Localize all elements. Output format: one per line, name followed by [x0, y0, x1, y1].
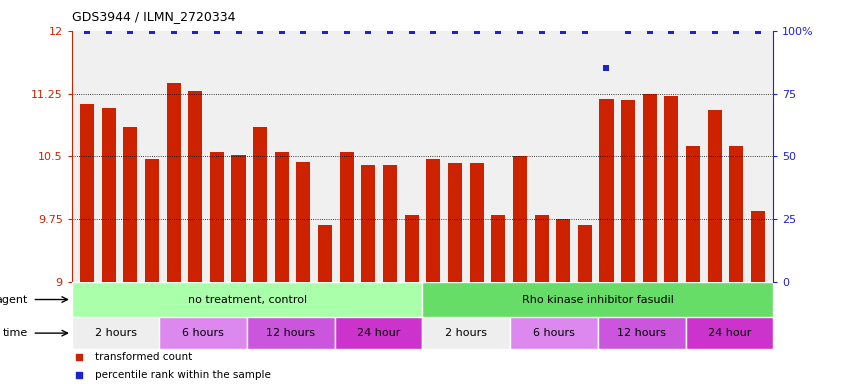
Bar — [598, 99, 613, 282]
Bar — [447, 163, 462, 282]
Point — [491, 28, 505, 34]
Text: 24 hour: 24 hour — [706, 328, 750, 338]
Text: 6 hours: 6 hours — [182, 328, 224, 338]
Point — [685, 28, 699, 34]
Bar — [231, 155, 246, 282]
Bar — [512, 157, 527, 282]
Point — [231, 28, 245, 34]
Bar — [166, 83, 181, 282]
Text: 2 hours: 2 hours — [95, 328, 137, 338]
Point — [296, 28, 310, 34]
Point — [72, 372, 85, 378]
Point — [404, 28, 418, 34]
Point — [188, 28, 202, 34]
Bar — [642, 94, 656, 282]
Bar — [188, 91, 202, 282]
Point — [728, 28, 742, 34]
Point — [620, 28, 634, 34]
Bar — [510, 317, 598, 349]
Bar — [728, 146, 743, 282]
Text: agent: agent — [0, 295, 28, 305]
Text: 24 hour: 24 hour — [356, 328, 400, 338]
Bar — [247, 317, 334, 349]
Point — [102, 28, 116, 34]
Bar — [209, 152, 224, 282]
Point — [361, 28, 375, 34]
Bar — [72, 317, 160, 349]
Point — [253, 28, 267, 34]
Text: transformed count: transformed count — [95, 352, 192, 362]
Bar — [422, 317, 510, 349]
Bar — [555, 219, 570, 282]
Text: no treatment, control: no treatment, control — [187, 295, 306, 305]
Bar — [253, 127, 267, 282]
Point — [426, 28, 440, 34]
Text: 12 hours: 12 hours — [266, 328, 315, 338]
Bar — [534, 215, 548, 282]
Bar — [707, 110, 721, 282]
Point — [750, 28, 764, 34]
Point — [166, 28, 180, 34]
Text: 12 hours: 12 hours — [616, 328, 665, 338]
Bar — [317, 225, 332, 282]
Bar — [663, 96, 678, 282]
Text: percentile rank within the sample: percentile rank within the sample — [95, 370, 271, 380]
Bar — [296, 162, 310, 282]
Bar — [144, 159, 159, 282]
Text: Rho kinase inhibitor fasudil: Rho kinase inhibitor fasudil — [522, 295, 673, 305]
Bar — [422, 282, 772, 317]
Bar — [361, 165, 375, 282]
Point — [80, 28, 94, 34]
Point — [123, 28, 137, 34]
Point — [447, 28, 461, 34]
Point — [383, 28, 397, 34]
Point — [318, 28, 332, 34]
Bar — [469, 163, 483, 282]
Text: GDS3944 / ILMN_2720334: GDS3944 / ILMN_2720334 — [72, 10, 235, 23]
Bar — [620, 100, 635, 282]
Bar — [123, 127, 137, 282]
Bar — [598, 317, 684, 349]
Point — [642, 28, 656, 34]
Point — [556, 28, 570, 34]
Bar — [101, 108, 116, 282]
Bar — [382, 165, 397, 282]
Point — [274, 28, 288, 34]
Point — [210, 28, 224, 34]
Point — [707, 28, 721, 34]
Bar — [274, 152, 289, 282]
Point — [469, 28, 483, 34]
Bar — [160, 317, 247, 349]
Text: time: time — [3, 328, 28, 338]
Bar — [577, 225, 591, 282]
Text: 2 hours: 2 hours — [445, 328, 487, 338]
Bar — [80, 104, 94, 282]
Point — [664, 28, 678, 34]
Bar — [339, 152, 354, 282]
Bar — [334, 317, 422, 349]
Point — [339, 28, 353, 34]
Point — [534, 28, 548, 34]
Point — [512, 28, 526, 34]
Bar — [404, 215, 419, 282]
Point — [577, 28, 591, 34]
Point — [599, 65, 613, 71]
Point — [145, 28, 159, 34]
Bar — [72, 282, 422, 317]
Bar — [425, 159, 440, 282]
Bar — [685, 146, 700, 282]
Bar — [750, 211, 764, 282]
Point — [72, 354, 85, 360]
Bar — [490, 215, 505, 282]
Bar — [684, 317, 772, 349]
Text: 6 hours: 6 hours — [533, 328, 574, 338]
